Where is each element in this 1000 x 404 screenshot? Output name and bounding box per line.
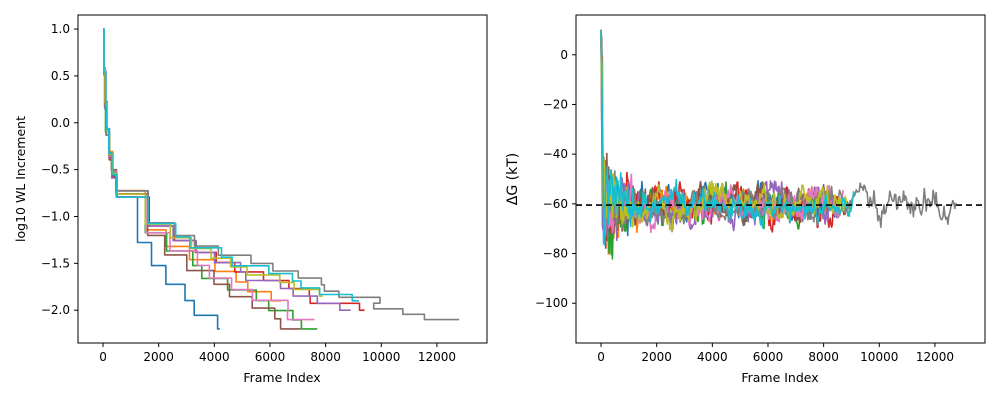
wl-y-axis-ticks: 1.0 0.5 0.0 −0.5 −1.0 −1.5 −2.0 [41,22,78,317]
delta-g-x-axis-ticks: 0 2000 4000 6000 8000 10000 12000 [597,343,954,364]
delta-g-y-tick-label: −20 [543,97,568,111]
delta-g-panel: 0 2000 4000 6000 8000 10000 12000 0 −20 −40 −60 −8… [505,14,986,385]
wl-increment-series-line [103,28,323,297]
delta-g-y-tick-label: −60 [543,197,568,211]
wl-axes-frame [77,14,488,344]
wl-x-tick-label: 2000 [143,350,174,364]
wl-y-tick-label: −1.0 [41,209,70,223]
wl-x-axis-ticks: 0 2000 4000 6000 8000 10000 12000 [99,343,456,364]
wl-increment-series-line [103,28,220,330]
wl-x-tick-label: 0 [99,350,107,364]
wl-x-tick-label: 8000 [310,350,341,364]
delta-g-y-tick-label: −100 [535,296,568,310]
delta-g-x-tick-label: 8000 [808,350,839,364]
delta-g-x-tick-label: 0 [597,350,605,364]
wl-x-axis-label: Frame Index [243,370,320,385]
wl-increment-series-line [103,28,365,311]
wl-y-tick-label: −1.5 [41,256,70,270]
wl-increment-series-line [103,28,301,330]
wl-increment-series-line [103,28,315,321]
delta-g-y-tick-label: 0 [560,48,568,62]
delta-g-y-tick-label: −80 [543,247,568,261]
wl-y-tick-label: 1.0 [51,22,70,36]
delta-g-x-tick-label: 12000 [916,350,954,364]
delta-g-y-axis-ticks: 0 −20 −40 −60 −80 −100 [535,48,576,310]
wl-increment-series-line [103,28,460,321]
wl-increment-series-line [103,28,351,311]
delta-g-x-tick-label: 2000 [641,350,672,364]
wl-y-tick-label: 0.5 [51,69,70,83]
wl-y-tick-label: −0.5 [41,163,70,177]
delta-g-y-tick-label: −40 [543,147,568,161]
delta-g-axes-frame [575,14,986,344]
wl-increment-series-group [103,28,460,330]
wl-increment-series-line [103,28,318,330]
delta-g-series-group [600,29,957,260]
wl-increment-panel: 0 2000 4000 6000 8000 10000 12000 1.0 0.5 0.0 −0.… [13,14,488,385]
wl-y-tick-label: 0.0 [51,116,70,130]
delta-g-y-axis-label: ΔG (kT) [505,153,521,205]
wl-y-axis-label: log10 WL Increment [13,116,28,242]
wl-y-tick-label: −2.0 [41,303,70,317]
delta-g-series-line [600,29,842,255]
wl-x-tick-label: 12000 [418,350,456,364]
wl-x-tick-label: 10000 [362,350,400,364]
wl-x-tick-label: 4000 [199,350,230,364]
delta-g-x-tick-label: 4000 [697,350,728,364]
delta-g-series-line [600,29,855,246]
delta-g-series-line [600,29,850,235]
wl-x-tick-label: 6000 [255,350,286,364]
delta-g-x-tick-label: 6000 [753,350,784,364]
delta-g-x-axis-label: Frame Index [741,370,818,385]
wl-increment-series-line [103,28,359,302]
delta-g-x-tick-label: 10000 [860,350,898,364]
